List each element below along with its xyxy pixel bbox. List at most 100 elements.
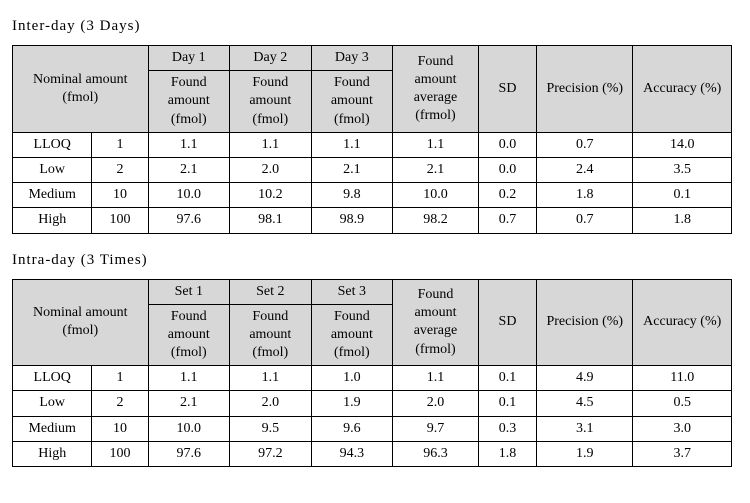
cell: 0.2 [478,183,536,208]
sub-header: Found amount (fmol) [311,304,393,366]
cell: 0.1 [633,183,732,208]
cell: 2.0 [393,391,479,416]
cell: 97.2 [230,441,312,466]
nominal-header: Nominal amount (fmol) [13,46,149,133]
cell: 100 [92,208,148,233]
cell: 2.1 [148,391,230,416]
cell: 1.1 [148,366,230,391]
cell: 2.0 [230,391,312,416]
cell: 98.1 [230,208,312,233]
cell: 9.5 [230,416,312,441]
table-row: Medium1010.09.59.69.70.33.13.0 [13,416,732,441]
cell: Medium [13,183,92,208]
cell: 1.0 [311,366,393,391]
table-row: LLOQ11.11.11.11.10.00.714.0 [13,132,732,157]
cell: 1 [92,366,148,391]
cell: 10 [92,183,148,208]
table-row: LLOQ11.11.11.01.10.14.911.0 [13,366,732,391]
cell: 2.1 [148,157,230,182]
avg-header: Found amount average (frmol) [393,46,479,133]
cell: 0.7 [537,132,633,157]
sd-header: SD [478,279,536,366]
set-header: Day 3 [311,46,393,71]
precision-header: Precision (%) [537,279,633,366]
cell: 1.1 [230,132,312,157]
cell: 10.0 [148,416,230,441]
cell: 2 [92,391,148,416]
cell: 0.7 [537,208,633,233]
table-row: Low22.12.02.12.10.02.43.5 [13,157,732,182]
cell: 4.5 [537,391,633,416]
cell: 3.0 [633,416,732,441]
cell: 1.8 [537,183,633,208]
nominal-header: Nominal amount (fmol) [13,279,149,366]
cell: 10.0 [148,183,230,208]
cell: 3.7 [633,441,732,466]
accuracy-header: Accuracy (%) [633,279,732,366]
cell: 0.1 [478,391,536,416]
cell: 97.6 [148,441,230,466]
set-header: Set 2 [230,279,312,304]
cell: 2.0 [230,157,312,182]
sub-header: Found amount (fmol) [148,304,230,366]
sd-header: SD [478,46,536,133]
cell: 2.1 [311,157,393,182]
cell: High [13,208,92,233]
sub-header: Found amount (fmol) [230,304,312,366]
cell: 1 [92,132,148,157]
cell: 1.1 [230,366,312,391]
table-row: High10097.698.198.998.20.70.71.8 [13,208,732,233]
cell: 1.1 [393,366,479,391]
cell: 94.3 [311,441,393,466]
cell: 0.7 [478,208,536,233]
set-header: Day 2 [230,46,312,71]
cell: 1.1 [393,132,479,157]
cell: 9.7 [393,416,479,441]
cell: 4.9 [537,366,633,391]
cell: 100 [92,441,148,466]
table-row: Low22.12.01.92.00.14.50.5 [13,391,732,416]
cell: 1.9 [537,441,633,466]
cell: Low [13,157,92,182]
sub-header: Found amount (fmol) [230,71,312,133]
set-header: Set 1 [148,279,230,304]
cell: 0.3 [478,416,536,441]
cell: 97.6 [148,208,230,233]
cell: 1.8 [633,208,732,233]
table-title: Inter-day (3 Days) [12,18,738,35]
cell: 9.6 [311,416,393,441]
set-header: Day 1 [148,46,230,71]
cell: 10.0 [393,183,479,208]
data-table: Nominal amount (fmol)Day 1Day 2Day 3Foun… [12,45,732,234]
cell: LLOQ [13,132,92,157]
cell: 1.8 [478,441,536,466]
cell: 1.1 [148,132,230,157]
cell: LLOQ [13,366,92,391]
cell: 96.3 [393,441,479,466]
set-header: Set 3 [311,279,393,304]
data-table: Nominal amount (fmol)Set 1Set 2Set 3Foun… [12,279,732,468]
sub-header: Found amount (fmol) [148,71,230,133]
cell: 9.8 [311,183,393,208]
cell: 10 [92,416,148,441]
cell: 2.1 [393,157,479,182]
cell: 11.0 [633,366,732,391]
sub-header: Found amount (fmol) [311,71,393,133]
cell: High [13,441,92,466]
cell: 0.1 [478,366,536,391]
cell: Low [13,391,92,416]
cell: 2.4 [537,157,633,182]
cell: 1.1 [311,132,393,157]
cell: 0.0 [478,132,536,157]
avg-header: Found amount average (frmol) [393,279,479,366]
accuracy-header: Accuracy (%) [633,46,732,133]
cell: 0.0 [478,157,536,182]
table-row: Medium1010.010.29.810.00.21.80.1 [13,183,732,208]
cell: 98.2 [393,208,479,233]
cell: 3.1 [537,416,633,441]
table-title: Intra-day (3 Times) [12,252,738,269]
cell: 0.5 [633,391,732,416]
cell: 98.9 [311,208,393,233]
cell: 3.5 [633,157,732,182]
cell: Medium [13,416,92,441]
